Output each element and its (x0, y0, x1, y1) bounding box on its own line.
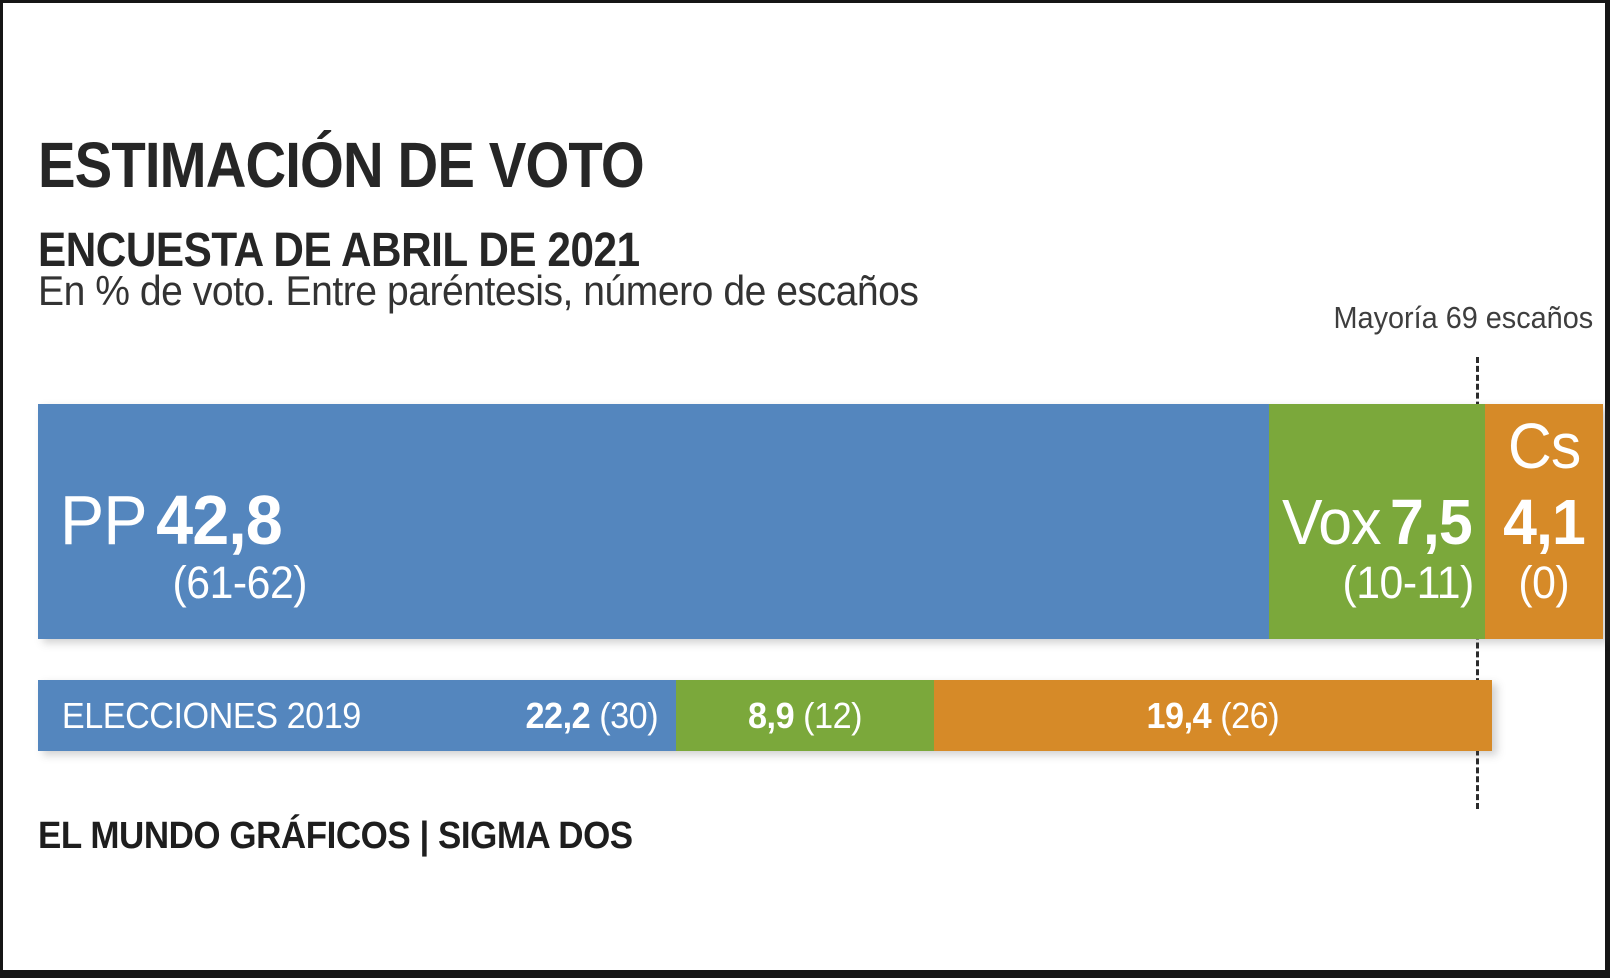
cs-vote-value: 4,1 (1503, 486, 1586, 558)
bar-segment-pp: PP 42,8 (61-62) (38, 404, 1269, 639)
majority-label-text: Mayoría 69 escaños (1333, 300, 1593, 335)
poll-estimate-bar: PP 42,8 (61-62) Vox 7,5 (10-11) Cs 4,1 (0) (38, 404, 1603, 639)
majority-label: Mayoría 69 escaños (1314, 300, 1593, 336)
elections-pp-value: 22,2 (30) (525, 694, 659, 736)
chart-note: En % de voto. Entre paréntesis, número d… (38, 267, 985, 315)
bar-segment-vox: Vox 7,5 (10-11) (1269, 404, 1485, 639)
chart-title-text: ESTIMACIÓN DE VOTO (38, 128, 645, 201)
source-credit: EL MUNDO GRÁFICOS | SIGMA DOS (38, 815, 684, 858)
vox-party-name: Vox (1282, 486, 1382, 558)
elections-segment-pp: ELECCIONES 2019 22,2 (30) (38, 680, 676, 751)
chart-subtitle: ENCUESTA DE ABRIL DE 2021 (38, 223, 722, 278)
elections-segment-cs: 19,4 (26) (934, 680, 1492, 751)
chart-note-text: En % de voto. Entre paréntesis, número d… (38, 267, 919, 314)
vox-label: Vox 7,5 (1277, 490, 1477, 554)
pp-vote-value: 42,8 (156, 481, 283, 559)
elections-2019-bar: ELECCIONES 2019 22,2 (30) 8,9 (12) 19,4 … (38, 680, 1492, 751)
pp-label: PP 42,8 (54, 485, 288, 555)
source-credit-text: EL MUNDO GRÁFICOS | SIGMA DOS (38, 815, 633, 857)
elections-segment-vox: 8,9 (12) (676, 680, 934, 751)
pp-party-name: PP (59, 481, 148, 559)
cs-party-name: Cs (1507, 410, 1581, 482)
chart-title: ESTIMACIÓN DE VOTO (38, 128, 726, 202)
elections-cs-value: 19,4 (26) (1146, 694, 1280, 736)
vox-vote-value: 7,5 (1390, 486, 1473, 558)
elections-vox-value: 8,9 (12) (747, 694, 863, 736)
bar-segment-cs: Cs 4,1 (0) (1485, 404, 1603, 639)
vox-seats: (10-11) (1342, 557, 1474, 608)
elections-row-label: ELECCIONES 2019 (61, 694, 361, 736)
chart-subtitle-text: ENCUESTA DE ABRIL DE 2021 (38, 223, 640, 277)
pp-seats: (61-62) (172, 557, 308, 608)
cs-seats: (0) (1518, 557, 1570, 608)
